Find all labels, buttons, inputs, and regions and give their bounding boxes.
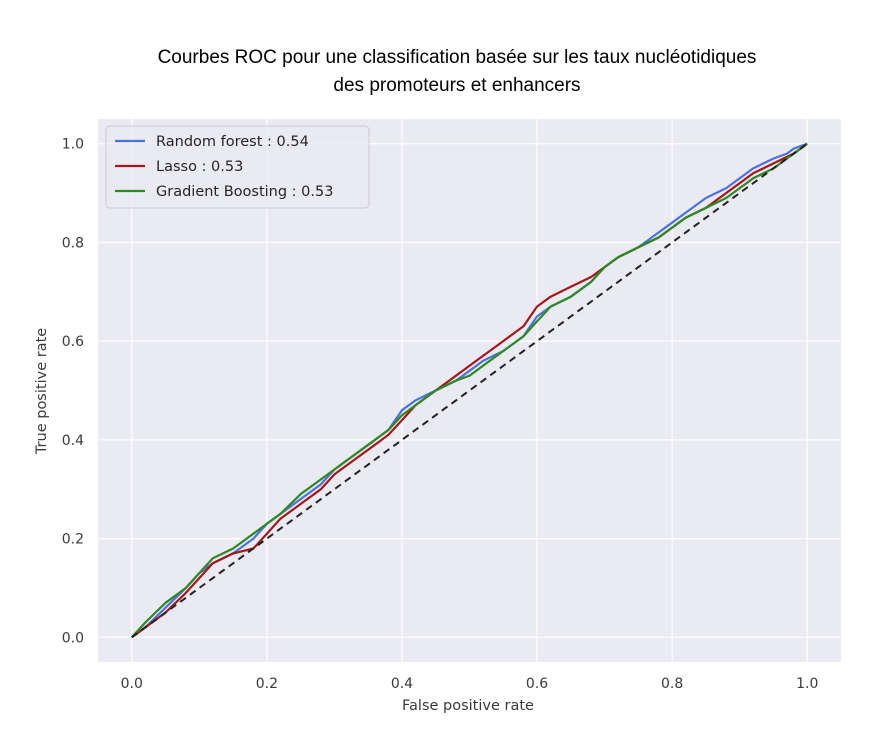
chart-title: Courbes ROC pour une classification basé…	[158, 47, 757, 96]
series-line-3	[130, 142, 808, 639]
grid	[98, 119, 841, 662]
x-tick-label: 0.8	[661, 676, 683, 692]
x-tick-label: 0.4	[391, 676, 413, 692]
x-tick-label: 0.6	[526, 676, 548, 692]
x-axis-ticks: 0.0 0.2 0.4 0.6 0.8 1.0	[121, 676, 819, 692]
legend-label-3: Gradient Boosting : 0.53	[156, 184, 333, 200]
legend: Random forest : 0.54 Lasso : 0.53 Gradient…	[105, 125, 370, 209]
series-line-1	[131, 142, 808, 639]
y-tick-label: 0.6	[62, 334, 84, 350]
y-tick-label: 1.0	[62, 137, 84, 153]
x-axis-label: False positive rate	[402, 698, 534, 714]
y-axis-ticks: 0.0 0.2 0.4 0.6 0.8 1.0	[62, 137, 84, 647]
y-tick-label: 0.2	[62, 532, 84, 548]
x-tick-label: 1.0	[796, 676, 818, 692]
y-tick-label: 0.8	[62, 235, 84, 251]
chart-title-line-2: des promoteurs et enhancers	[333, 75, 580, 96]
x-tick-label: 0.0	[121, 676, 143, 692]
legend-label-1: Random forest : 0.54	[156, 134, 309, 150]
legend-label-2: Lasso : 0.53	[156, 159, 243, 175]
y-axis-label: True positive rate	[34, 328, 50, 455]
y-tick-label: 0.4	[62, 433, 84, 449]
chart-title-line-1: Courbes ROC pour une classification basé…	[158, 47, 757, 68]
reference-diagonal-line	[131, 142, 808, 639]
legend-box	[105, 125, 370, 209]
y-tick-label: 0.0	[62, 630, 84, 646]
x-tick-label: 0.2	[256, 676, 278, 692]
series-group	[130, 142, 808, 639]
